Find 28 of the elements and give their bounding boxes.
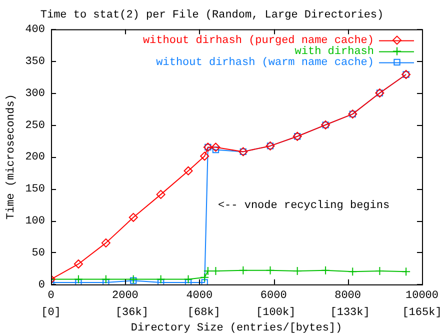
x-tick-label: 8000 <box>334 290 362 302</box>
y-tick-label: 350 <box>25 56 46 68</box>
y-tick-label: 300 <box>25 88 46 100</box>
y-tick-label: 100 <box>25 216 46 228</box>
legend-label: without dirhash (purged name cache) <box>142 35 374 48</box>
y-tick-label: 200 <box>25 152 46 164</box>
x-axis-title: Directory Size (entries/[bytes]) <box>130 322 342 334</box>
legend-label: with dirhash <box>294 46 374 58</box>
annotation: <-- vnode recycling begins <box>218 200 390 212</box>
y-tick-label: 400 <box>25 24 46 36</box>
x2-tick-label: [133k] <box>330 307 370 320</box>
y-tick-label: 250 <box>25 120 46 132</box>
x2-tick-label: [100k] <box>256 307 296 320</box>
x-tick-label: 10000 <box>405 290 439 302</box>
y-tick-label: 50 <box>32 247 46 260</box>
x2-tick-label: [165k] <box>402 307 442 320</box>
x2-tick-label: [68k] <box>187 307 220 320</box>
y-tick-label: 150 <box>25 184 46 196</box>
x2-tick-label: [36k] <box>115 307 148 320</box>
chart-title: Time to stat(2) per File (Random, Large Directories) <box>40 10 384 22</box>
legend-label: without dirhash (warm name cache) <box>156 57 374 70</box>
x-tick-label: 0 <box>48 290 54 302</box>
x-tick-label: 2000 <box>112 290 138 302</box>
x-tick-label: 6000 <box>260 290 287 302</box>
x2-tick-label: [0] <box>41 307 61 320</box>
y-axis-title: Time (microseconds) <box>6 94 18 220</box>
x-tick-label: 4000 <box>186 290 213 302</box>
y-tick-label: 0 <box>38 279 46 292</box>
